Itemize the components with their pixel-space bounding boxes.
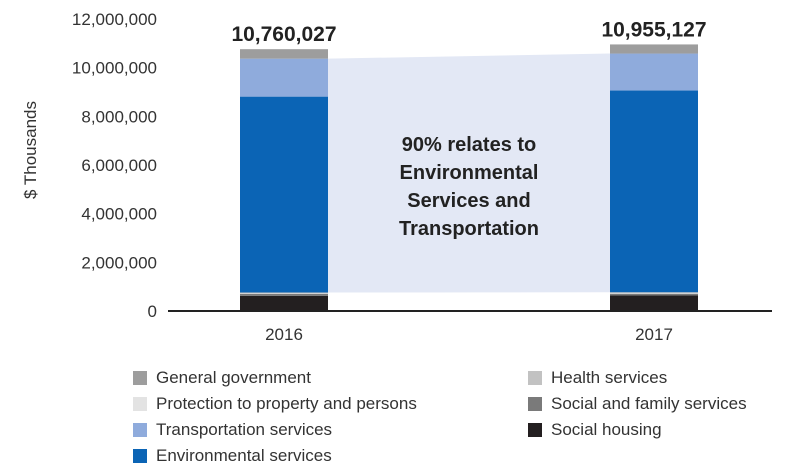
legend-item: Social and family services	[528, 392, 747, 416]
bars	[240, 44, 698, 311]
bar-segment	[240, 49, 328, 59]
legend-item: Environmental services	[133, 444, 332, 468]
y-tick-label: 8,000,000	[81, 107, 157, 126]
y-tick-label: 6,000,000	[81, 156, 157, 175]
bar-segment	[240, 293, 328, 296]
legend-item: Social housing	[528, 418, 662, 442]
legend-item: Transportation services	[133, 418, 332, 442]
legend-label: Social housing	[551, 420, 662, 439]
y-tick-label: 0	[148, 302, 157, 321]
x-axis-ticks: 2016 2017	[265, 325, 673, 344]
bar-segment	[610, 293, 698, 296]
y-axis-title: $ Thousands	[21, 101, 40, 199]
total-label: 10,760,027	[231, 23, 336, 46]
annotation-line: 90% relates to	[402, 134, 537, 156]
bar-segment	[610, 292, 698, 294]
legend-swatch	[528, 371, 542, 385]
legend-item: Protection to property and persons	[133, 392, 417, 416]
legend-label: Environmental services	[156, 446, 332, 465]
bar-segment	[240, 295, 328, 311]
y-tick-label: 10,000,000	[72, 59, 157, 78]
legend-label: Protection to property and persons	[156, 394, 417, 413]
legend-swatch	[528, 397, 542, 411]
annotation-line: Transportation	[399, 218, 539, 240]
legend-item: General government	[133, 366, 311, 390]
legend-item: Health services	[528, 366, 667, 390]
legend-swatch	[133, 371, 147, 385]
y-tick-label: 12,000,000	[72, 10, 157, 29]
legend-swatch	[528, 423, 542, 437]
annotation-band	[328, 53, 610, 293]
total-label: 10,955,127	[601, 18, 706, 41]
x-tick-label: 2017	[635, 325, 673, 344]
legend-swatch	[133, 397, 147, 411]
annotation-line: Services and	[407, 190, 530, 212]
bar-segment	[610, 295, 698, 311]
total-labels: 10,760,027 10,955,127	[231, 18, 706, 46]
annotation-text: 90% relates to Environmental Services and T…	[399, 134, 539, 240]
bar-segment	[240, 292, 328, 294]
legend-label: General government	[156, 368, 311, 387]
legend-label: Social and family services	[551, 394, 747, 413]
bar-segment	[610, 90, 698, 293]
y-tick-label: 2,000,000	[81, 253, 157, 272]
bar-segment	[240, 96, 328, 293]
bar-segment	[240, 58, 328, 97]
annotation-line: Environmental	[400, 162, 539, 184]
x-tick-label: 2016	[265, 325, 303, 344]
legend-swatch	[133, 449, 147, 463]
bar-segment	[610, 53, 698, 91]
annotation-band-shape	[328, 53, 610, 293]
y-axis-ticks: 0 2,000,000 4,000,000 6,000,000 8,000,000 10,…	[72, 10, 157, 321]
legend-label: Health services	[551, 368, 668, 387]
legend-label: Transportation services	[156, 420, 333, 439]
y-tick-label: 4,000,000	[81, 205, 157, 224]
legend-swatch	[133, 423, 147, 437]
bar-segment	[610, 44, 698, 54]
